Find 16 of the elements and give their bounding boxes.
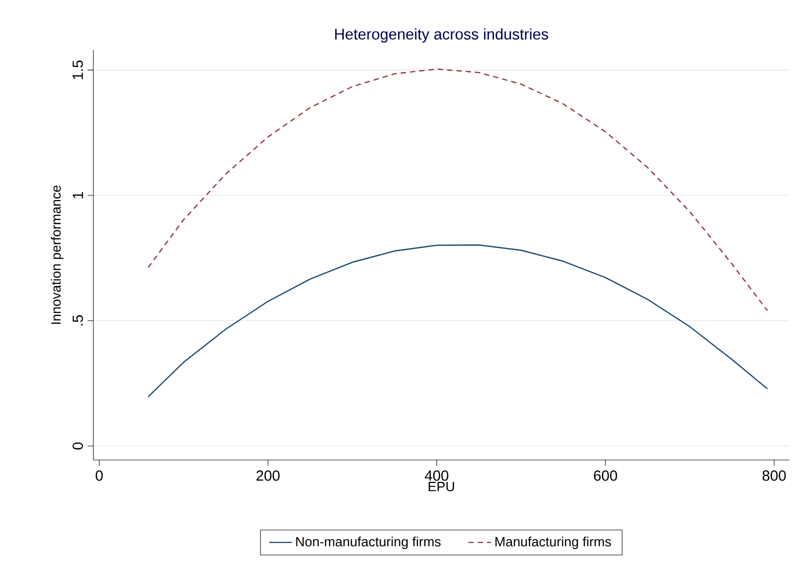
x-tick-label: 200 [256,470,280,481]
x-axis-title: EPU [428,482,454,492]
line-series [148,244,768,398]
legend-label: Manufacturing firms [495,536,611,550]
x-tick-label: 0 [96,470,103,481]
x-tick-label: 600 [594,470,618,481]
y-tick-label: .5 [72,315,83,326]
chart-title: Heterogeneity across industries [335,28,548,43]
x-tick-label: 400 [424,470,448,481]
line-series [148,68,768,312]
y-tick-label: 1.5 [72,60,83,80]
y-axis-title: Innovation performance [50,186,64,324]
legend-label: Non-manufacturing firms [296,536,441,550]
y-tick-label: 0 [72,442,83,450]
y-tick-label: 1 [72,192,83,198]
x-tick-label: 800 [762,470,786,481]
